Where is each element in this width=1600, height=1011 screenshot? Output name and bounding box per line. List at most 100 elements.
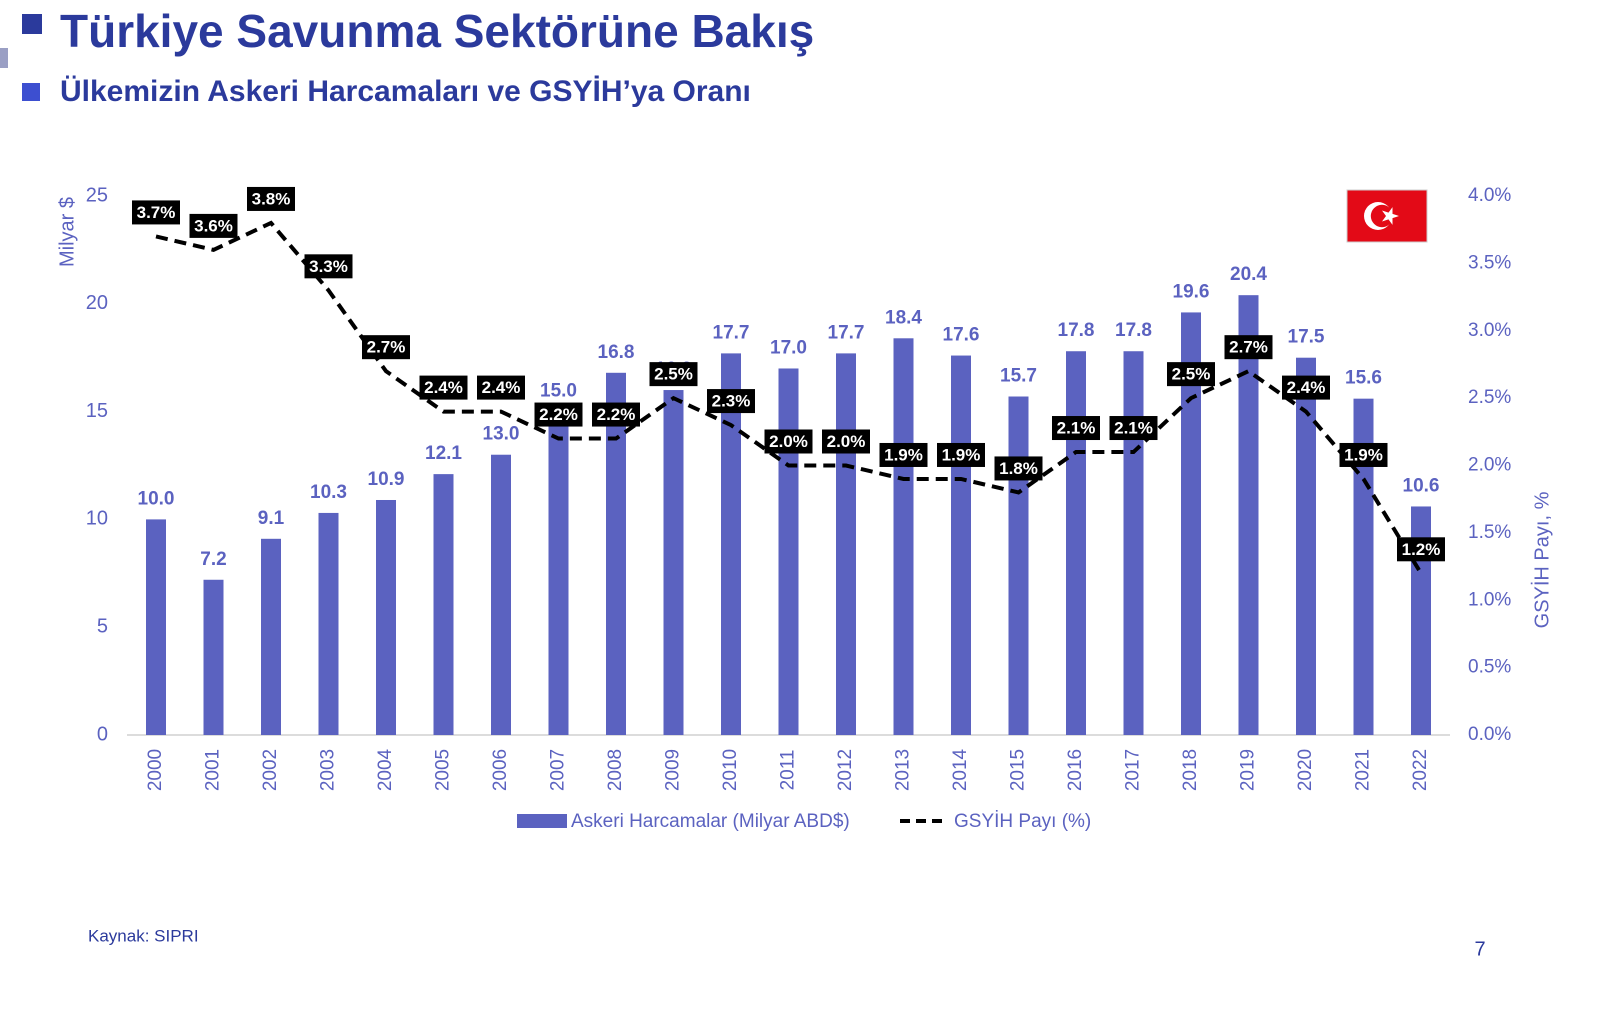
y2-tick-label: 2.5% bbox=[1468, 387, 1511, 408]
line-value-text: 2.5% bbox=[654, 365, 693, 384]
label-box bbox=[1167, 362, 1215, 387]
line-value-label: 3.6% bbox=[189, 213, 238, 238]
line-value-text: 3.6% bbox=[194, 216, 233, 235]
legend-swatch bbox=[517, 814, 567, 828]
bar-value-label: 12.1 bbox=[425, 443, 462, 464]
x-tick-label: 2011 bbox=[778, 750, 799, 791]
source: Kaynak: SIPRI bbox=[88, 926, 199, 945]
line-value-text: 2.4% bbox=[1287, 378, 1326, 397]
x-tick-label: 2001 bbox=[203, 749, 224, 791]
x-tick-label: 2014 bbox=[950, 748, 971, 791]
bar bbox=[1008, 396, 1029, 735]
bar-value-label: 18.4 bbox=[885, 307, 922, 328]
x-tick-label: 2000 bbox=[145, 749, 166, 791]
bar-value-label: 7.2 bbox=[200, 549, 226, 570]
line-value-text: 2.2% bbox=[539, 405, 578, 424]
x-tick-label: 2012 bbox=[835, 749, 856, 791]
line-value-label: 3.7% bbox=[132, 200, 180, 225]
title-bullet bbox=[22, 14, 42, 34]
bar bbox=[663, 390, 684, 735]
bar bbox=[893, 338, 914, 735]
bar-value-label: 10.9 bbox=[368, 469, 405, 490]
y2-tick-label: 1.0% bbox=[1468, 589, 1511, 610]
x-tick-label: 2008 bbox=[605, 749, 626, 791]
line-value-label: 2.4% bbox=[477, 375, 525, 400]
x-tick-label: 2021 bbox=[1353, 749, 1374, 791]
bar-value-label: 20.4 bbox=[1230, 264, 1267, 285]
line-value-label: 2.1% bbox=[1109, 416, 1158, 441]
bar bbox=[548, 411, 569, 735]
label-box bbox=[879, 442, 928, 467]
line-value-text: 2.0% bbox=[769, 432, 808, 451]
line-value-text: 3.8% bbox=[252, 189, 291, 208]
line-value-text: 1.9% bbox=[884, 445, 923, 464]
y-tick-label: 20 bbox=[86, 292, 108, 314]
bar-value-label: 17.7 bbox=[828, 322, 865, 343]
bar-value-label: 17.6 bbox=[943, 325, 980, 346]
line-value-label: 2.4% bbox=[419, 375, 468, 400]
line-value-label: 1.9% bbox=[1339, 442, 1388, 467]
y2-tick-label: 2.0% bbox=[1468, 455, 1511, 476]
x-tick-label: 2017 bbox=[1123, 749, 1144, 791]
bar bbox=[1296, 357, 1316, 735]
x-tick-label: 2009 bbox=[663, 749, 684, 791]
x-tick-label: 2007 bbox=[548, 749, 569, 791]
line-value-text: 1.9% bbox=[942, 445, 981, 464]
side-marker bbox=[0, 48, 8, 68]
line-value-text: 2.2% bbox=[597, 405, 636, 424]
y2-tick-label: 0.5% bbox=[1468, 657, 1511, 678]
legend-label: GSYİH Payı (%) bbox=[954, 811, 1091, 832]
line-value-label: 2.4% bbox=[1282, 375, 1330, 400]
x-tick-label: 2005 bbox=[433, 749, 454, 791]
line-value-label: 2.5% bbox=[649, 362, 698, 387]
bar bbox=[203, 579, 224, 735]
label-box bbox=[822, 429, 870, 454]
bar-value-label: 17.8 bbox=[1115, 320, 1152, 341]
subtitle-bullet bbox=[22, 83, 40, 101]
y2-tick-label: 4.0% bbox=[1468, 185, 1511, 206]
label-box bbox=[1224, 335, 1273, 360]
bar-value-label: 15.7 bbox=[1000, 366, 1037, 387]
label-box bbox=[1397, 537, 1445, 562]
label-box bbox=[362, 335, 410, 360]
bar bbox=[1123, 351, 1144, 735]
x-tick-label: 2006 bbox=[490, 749, 511, 791]
line-value-text: 2.1% bbox=[1114, 419, 1153, 438]
line-value-label: 3.3% bbox=[304, 254, 353, 279]
label-box bbox=[649, 362, 698, 387]
y-tick-label: 25 bbox=[86, 184, 108, 206]
line-value-text: 2.7% bbox=[1229, 338, 1268, 357]
line-value-label: 2.7% bbox=[362, 335, 410, 360]
label-box bbox=[937, 442, 985, 467]
line-value-label: 2.7% bbox=[1224, 335, 1273, 360]
line-value-label: 2.0% bbox=[764, 429, 813, 454]
line-value-text: 2.4% bbox=[482, 378, 521, 397]
y2-tick-label: 3.0% bbox=[1468, 320, 1511, 341]
x-tick-label: 2013 bbox=[893, 749, 914, 791]
line-value-label: 1.8% bbox=[994, 456, 1043, 481]
line-value-text: 2.3% bbox=[712, 392, 751, 411]
label-box bbox=[592, 402, 640, 427]
line-value-label: 1.9% bbox=[937, 442, 985, 467]
bar-value-label: 15.0 bbox=[540, 381, 577, 402]
line-value-label: 2.0% bbox=[822, 429, 870, 454]
bar bbox=[146, 519, 166, 735]
line-value-label: 2.2% bbox=[592, 402, 640, 427]
label-box bbox=[247, 186, 295, 211]
bar-value-label: 17.7 bbox=[713, 322, 750, 343]
line-value-text: 3.3% bbox=[309, 257, 348, 276]
y-tick-label: 5 bbox=[97, 615, 108, 637]
title: Türkiye Savunma Sektörüne Bakış bbox=[60, 5, 814, 57]
x-tick-label: 2010 bbox=[720, 749, 741, 791]
bar bbox=[951, 355, 971, 735]
y2-tick-label: 0.0% bbox=[1468, 724, 1511, 745]
bar-value-label: 19.6 bbox=[1173, 281, 1210, 302]
line-value-text: 2.0% bbox=[827, 432, 866, 451]
legend-label: Askeri Harcamalar (Milyar ABD$) bbox=[571, 811, 850, 832]
line-value-label: 1.2% bbox=[1397, 537, 1445, 562]
bar-value-label: 10.3 bbox=[310, 482, 347, 503]
y-tick-label: 15 bbox=[86, 400, 108, 422]
label-box bbox=[419, 375, 468, 400]
y-tick-label: 0 bbox=[97, 723, 108, 745]
